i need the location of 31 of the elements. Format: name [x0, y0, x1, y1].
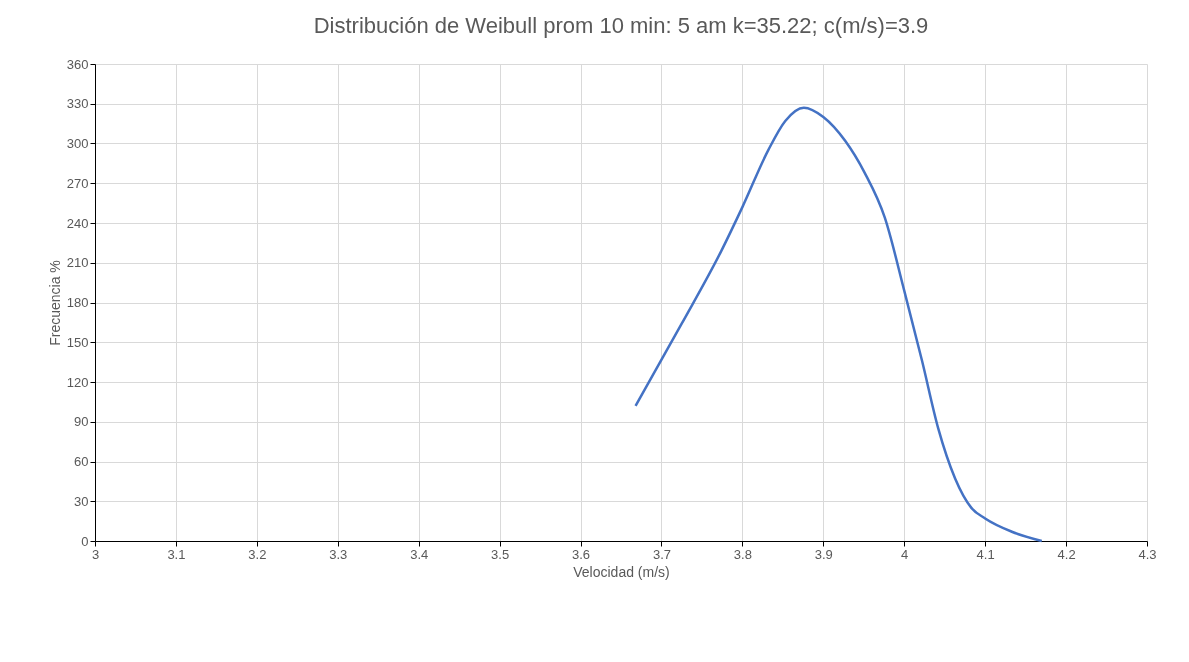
x-tick-label: 4	[901, 546, 909, 562]
line-series	[634, 106, 1044, 543]
y-tick-label: 150	[66, 334, 89, 350]
y-tick-label: 360	[66, 56, 89, 72]
x-tick-label: 3.6	[572, 546, 591, 562]
x-tick-label: 3.9	[814, 546, 833, 562]
x-tick-label: 3.5	[491, 546, 510, 562]
y-tick-label: 120	[66, 374, 89, 390]
x-tick-label: 3.7	[652, 546, 671, 562]
y-axis-title: Frecuencia %	[46, 260, 63, 346]
y-tick-label: 60	[74, 454, 89, 469]
x-tick-label: 3	[91, 546, 100, 562]
x-tick-label: 3.2	[248, 546, 267, 562]
x-tick-label: 4.3	[1138, 546, 1157, 562]
x-tick-label: 3.1	[167, 546, 186, 562]
x-tick-label: 4.1	[976, 546, 995, 562]
y-tick-label: 30	[74, 493, 89, 509]
y-tick-label: 330	[66, 96, 89, 112]
y-tick-label: 300	[66, 136, 89, 151]
chart-title: Distribución de Weibull prom 10 min: 5 am k=35.22; c(m/s)=3.9	[313, 13, 929, 38]
x-axis-title: Velocidad (m/s)	[573, 563, 670, 580]
y-tick-label: 90	[74, 414, 89, 430]
y-tick-label: 0	[81, 533, 89, 549]
x-tick-label: 3.3	[329, 546, 348, 562]
y-tick-label: 210	[66, 255, 89, 271]
y-tick-label: 270	[66, 175, 89, 191]
y-tick-label: 180	[66, 295, 89, 310]
x-tick-label: 4.2	[1057, 546, 1076, 562]
x-tick-label: 3.4	[410, 546, 429, 562]
x-tick-label: 3.8	[733, 546, 752, 562]
y-tick-label: 240	[66, 215, 89, 231]
